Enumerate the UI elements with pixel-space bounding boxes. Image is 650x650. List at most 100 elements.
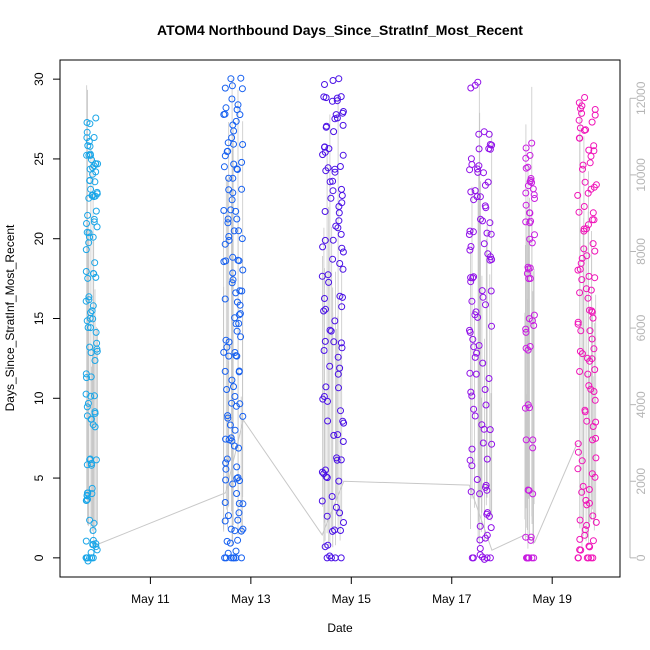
- data-point: [524, 346, 532, 354]
- data-point: [338, 344, 346, 352]
- data-point: [470, 405, 478, 413]
- data-point: [325, 145, 333, 153]
- data-point: [85, 239, 93, 247]
- data-point: [339, 438, 347, 445]
- data-point: [238, 85, 246, 93]
- data-point: [335, 477, 343, 485]
- data-point: [582, 496, 590, 504]
- data-point: [529, 444, 537, 452]
- data-point: [83, 128, 91, 136]
- data-point: [590, 345, 598, 353]
- data-point: [83, 228, 91, 236]
- data-point: [576, 516, 584, 524]
- data-point: [337, 554, 345, 562]
- data-point: [222, 336, 230, 344]
- data-point: [85, 296, 93, 304]
- y2-tick-label: 4000: [634, 391, 648, 418]
- data-point: [578, 350, 586, 358]
- data-point: [527, 175, 535, 182]
- data-point: [232, 547, 240, 555]
- data-point: [233, 298, 241, 306]
- data-point: [87, 373, 95, 381]
- data-point: [224, 215, 232, 223]
- data-point: [479, 293, 487, 301]
- data-point: [469, 554, 477, 562]
- data-point: [223, 148, 231, 155]
- data-point: [590, 388, 598, 395]
- data-point: [466, 166, 474, 174]
- axes-layer: 0 5 10 15 20 25 30 May 11 May 13 May 15 May 17 May …: [32, 72, 648, 606]
- data-point: [482, 401, 490, 409]
- data-point: [236, 310, 244, 318]
- data-point: [230, 554, 238, 562]
- data-point: [229, 269, 237, 277]
- data-point: [228, 95, 236, 103]
- data-point: [92, 273, 100, 281]
- data-point: [473, 193, 481, 201]
- data-point: [329, 177, 337, 185]
- data-point: [584, 189, 592, 197]
- data-point: [226, 421, 234, 429]
- data-point: [480, 240, 488, 248]
- data-point: [224, 139, 232, 147]
- data-point: [585, 486, 593, 493]
- data-point: [576, 289, 584, 297]
- data-point: [320, 470, 328, 478]
- x-axis-label: Date: [327, 621, 353, 635]
- data-point: [466, 246, 474, 254]
- data-point: [230, 383, 237, 391]
- data-point: [577, 546, 585, 554]
- data-point: [322, 305, 329, 313]
- x-tick-label: May 19: [533, 592, 573, 606]
- data-point: [235, 500, 243, 507]
- data-point: [473, 476, 481, 483]
- data-point: [338, 185, 345, 193]
- data-point: [522, 436, 530, 444]
- data-point: [82, 268, 90, 275]
- data-point: [235, 444, 243, 452]
- data-point: [529, 436, 537, 444]
- data-point: [591, 473, 599, 481]
- data-point: [574, 318, 582, 326]
- data-point: [587, 554, 595, 562]
- y2-tick-label: 8000: [634, 238, 648, 265]
- data-point: [327, 194, 335, 202]
- data-point: [234, 474, 242, 482]
- data-point: [228, 82, 236, 90]
- data-point: [339, 293, 346, 301]
- data-point: [239, 500, 247, 508]
- data-point: [232, 289, 240, 297]
- data-point: [467, 488, 475, 496]
- x-tick-label: May 17: [432, 592, 472, 606]
- data-point: [474, 168, 482, 176]
- data-point: [233, 165, 241, 173]
- data-point: [589, 209, 597, 217]
- data-point: [221, 499, 229, 506]
- data-point: [82, 246, 90, 254]
- data-point: [221, 367, 229, 375]
- data-point: [331, 165, 339, 173]
- data-point: [528, 554, 536, 562]
- data-point: [338, 244, 346, 252]
- data-point: [228, 279, 236, 287]
- data-point: [239, 141, 247, 148]
- data-point: [233, 106, 241, 114]
- data-point: [321, 236, 329, 244]
- data-point: [330, 128, 338, 136]
- data-point: [522, 344, 530, 352]
- data-point: [235, 257, 243, 265]
- data-point: [585, 382, 593, 390]
- data-point: [324, 164, 332, 172]
- data-point: [583, 417, 591, 425]
- data-point: [576, 124, 584, 132]
- data-point: [222, 257, 230, 265]
- data-point: [221, 517, 229, 525]
- data-point: [88, 484, 96, 492]
- data-point: [339, 265, 347, 273]
- data-point: [228, 134, 236, 142]
- data-point: [332, 503, 340, 511]
- data-point: [324, 397, 331, 405]
- data-point: [228, 376, 236, 384]
- data-point: [87, 324, 94, 332]
- data-point: [338, 199, 346, 207]
